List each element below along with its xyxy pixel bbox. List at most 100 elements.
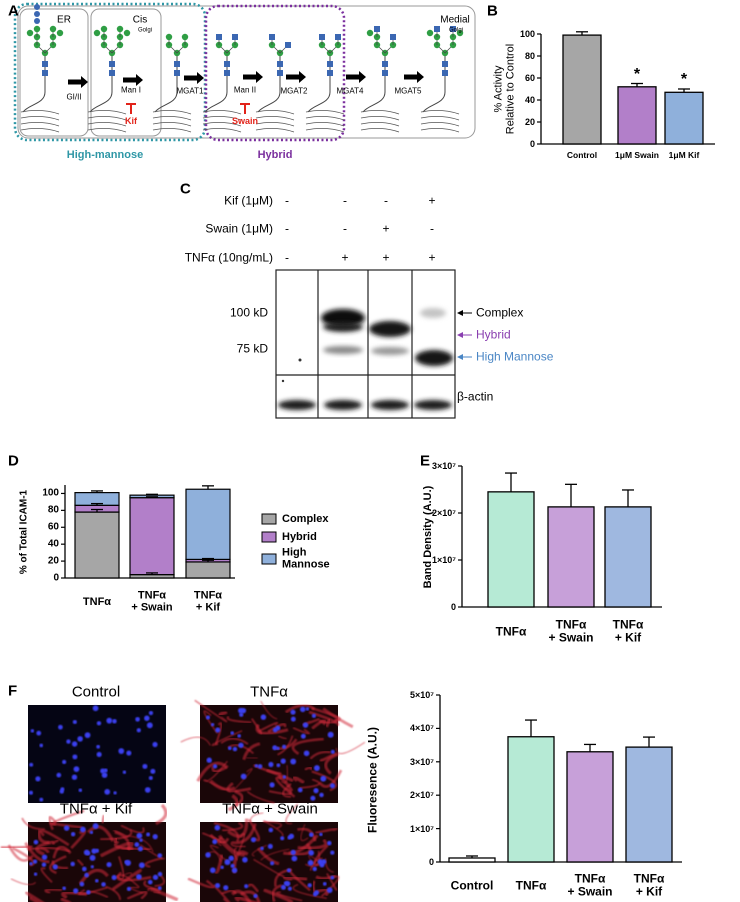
actin-fiber	[238, 832, 246, 852]
nucleus	[330, 749, 335, 754]
y-tick-label: 1×10⁷	[432, 554, 456, 565]
nucleus	[77, 736, 83, 742]
nucleus	[81, 866, 87, 872]
actin-fiber	[49, 822, 83, 829]
actin-fiber	[234, 789, 244, 808]
nucleus	[244, 884, 249, 889]
glcnac	[42, 61, 48, 67]
y-tick-label: 4×10⁷	[410, 723, 434, 734]
treatment-sign: +	[428, 250, 436, 265]
nucleus	[223, 885, 229, 891]
nucleus	[280, 884, 286, 890]
glcnac	[42, 70, 48, 76]
glcnac	[319, 34, 325, 40]
nucleus	[267, 843, 273, 849]
blot-band	[323, 322, 363, 332]
mannose	[26, 29, 34, 37]
nucleus	[275, 725, 281, 731]
nucleus	[118, 748, 125, 754]
nucleus	[96, 721, 102, 726]
actin-fiber	[101, 814, 105, 824]
actin-fiber	[291, 737, 324, 755]
blot-band	[415, 350, 453, 366]
actin-fiber	[297, 827, 317, 842]
nucleus	[312, 866, 317, 872]
enzyme-label: MGAT1	[176, 86, 204, 96]
glucose	[34, 4, 40, 10]
treatment-sign: +	[382, 250, 390, 265]
blot-band	[321, 309, 365, 327]
actin-fiber	[260, 700, 278, 720]
actin-fiber	[208, 851, 222, 862]
actin-fiber	[203, 710, 218, 734]
y-tick-label: 0	[53, 572, 59, 584]
membrane-line	[420, 116, 460, 121]
y-tick-label: 80	[524, 50, 535, 61]
enzyme-label: MGAT2	[280, 86, 308, 96]
nucleus	[290, 849, 296, 856]
membrane-line	[420, 128, 460, 133]
nucleus	[307, 883, 312, 888]
x-tick-label: TNFα + Kif	[193, 589, 223, 614]
group-label: Hybrid	[257, 148, 293, 161]
membrane-line	[87, 122, 127, 127]
nucleus	[269, 782, 275, 788]
actin-fiber	[86, 825, 115, 842]
nucleus	[209, 867, 216, 874]
x-tick-label: TNFα	[495, 624, 527, 639]
micrograph-label: TNFα + Kif	[59, 800, 133, 818]
membrane-line	[255, 128, 295, 133]
nucleus	[290, 709, 296, 715]
protein-chain	[422, 91, 446, 113]
actin-fiber	[318, 769, 343, 788]
actin-fiber	[52, 845, 72, 859]
inhibitor-label: Kif	[125, 115, 137, 126]
actin-fiber	[112, 829, 129, 838]
nucleus	[282, 775, 287, 779]
nucleus	[101, 772, 108, 778]
cis-box	[90, 8, 162, 137]
nucleus	[157, 886, 162, 890]
enzyme-label: GI/II	[66, 92, 82, 102]
actin-fiber	[212, 884, 231, 902]
blot-band	[323, 346, 363, 354]
actin-fiber	[7, 844, 34, 862]
nucleus	[237, 734, 241, 738]
legend-label: Hybrid	[282, 530, 317, 543]
actin-fiber	[40, 867, 53, 883]
actin-fiber	[116, 856, 125, 880]
nucleus	[297, 787, 303, 793]
nucleus	[148, 776, 153, 781]
bar	[448, 857, 496, 863]
bar	[487, 491, 535, 608]
nucleus	[94, 848, 100, 853]
nucleus	[104, 789, 111, 795]
nucleus	[70, 861, 75, 867]
nucleus	[150, 768, 156, 774]
bar-segment	[185, 488, 231, 560]
nucleus	[287, 886, 292, 891]
y-tick-label: 5×10⁷	[410, 689, 434, 700]
nucleus	[106, 717, 113, 724]
treatment-sign: -	[430, 221, 434, 236]
actin-fiber	[126, 890, 148, 900]
blot-band	[369, 321, 411, 337]
membrane-line	[152, 116, 192, 121]
y-tick-label: 3×10⁷	[410, 756, 434, 767]
protein-chain	[154, 91, 178, 113]
nucleus	[71, 741, 78, 747]
nucleus	[300, 733, 306, 739]
treatment-sign: +	[382, 221, 390, 236]
nucleus	[327, 840, 332, 846]
nucleus	[92, 705, 99, 712]
nucleus	[89, 830, 94, 835]
membrane-line	[202, 110, 242, 115]
x-tick-label: TNFα	[82, 595, 112, 608]
treatment-sign: -	[285, 250, 289, 265]
nucleus	[320, 775, 327, 782]
nucleus	[307, 859, 314, 866]
actin-fiber	[284, 703, 316, 714]
band-label: Complex	[476, 305, 524, 320]
nucleus	[112, 719, 117, 724]
membrane-line	[20, 116, 60, 121]
